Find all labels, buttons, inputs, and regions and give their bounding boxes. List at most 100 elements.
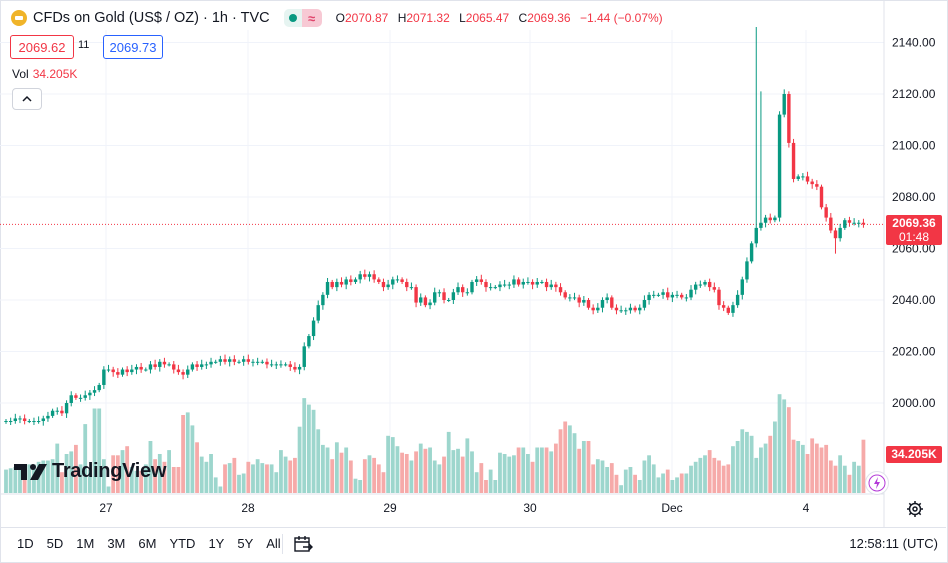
- range-button-ytd[interactable]: YTD: [169, 536, 196, 551]
- candle-body: [414, 287, 418, 303]
- candle-body: [116, 372, 120, 375]
- tradingview-logo-icon: [14, 463, 47, 480]
- change-value: −1.44 (−0.07%): [579, 11, 663, 25]
- candle-body: [773, 217, 777, 221]
- price-tick-label: 2100.00: [892, 139, 936, 153]
- volume-bar: [311, 409, 316, 493]
- volume-bar: [665, 469, 670, 493]
- candle-body: [120, 369, 125, 375]
- volume-bar: [796, 441, 801, 493]
- ohlc-values: O2070.87 H2071.32 L2065.47 C2069.36 −1.4…: [336, 11, 663, 25]
- volume-bar: [549, 451, 554, 493]
- volume-bar: [484, 480, 488, 493]
- volume-bar: [600, 460, 605, 493]
- candle-body: [488, 287, 493, 289]
- volume-bar: [805, 454, 810, 493]
- candle-body: [572, 297, 577, 299]
- range-buttons: 1D 5D 1M 3M 6M YTD 1Y 5Y All: [17, 536, 294, 551]
- gold-coin-icon: [11, 10, 27, 26]
- candle-body: [749, 243, 754, 262]
- candle-body: [526, 281, 530, 283]
- utc-clock[interactable]: 12:58:11 (UTC): [849, 536, 938, 551]
- volume-bar: [8, 468, 13, 493]
- volume-bar: [404, 454, 409, 493]
- volume-bar: [721, 465, 726, 493]
- volume-bar: [535, 447, 540, 493]
- range-button-6m[interactable]: 6M: [138, 536, 157, 551]
- volume-bar: [64, 454, 69, 493]
- tradingview-logo[interactable]: TradingView: [14, 460, 166, 483]
- candle-body: [102, 369, 106, 385]
- candle-body: [8, 421, 13, 423]
- volume-bar: [581, 441, 586, 493]
- range-button-3m[interactable]: 3M: [107, 536, 126, 551]
- bar-countdown: 01:48: [898, 230, 930, 244]
- volume-bar: [386, 435, 391, 493]
- volume-bar: [810, 438, 815, 493]
- volume-bar: [595, 459, 600, 493]
- volume-bar: [670, 480, 675, 493]
- volume-bar: [656, 477, 661, 493]
- candle-body: [106, 369, 111, 371]
- volume-bar: [763, 443, 768, 493]
- candle-body: [283, 364, 288, 366]
- candle-body: [372, 274, 376, 280]
- candle-body: [274, 364, 278, 366]
- logo-text: TradingView: [52, 460, 167, 482]
- candle-body: [302, 346, 306, 367]
- range-button-5d[interactable]: 5D: [46, 536, 64, 551]
- candle-body: [316, 305, 320, 321]
- candle-body: [698, 284, 703, 286]
- candle-body: [689, 289, 693, 298]
- bid-price-button[interactable]: 2069.62: [10, 35, 74, 59]
- volume-bar: [567, 425, 572, 493]
- range-button-1m[interactable]: 1M: [76, 536, 95, 551]
- volume-value: 34.205K: [32, 67, 78, 81]
- volume-bar: [465, 438, 470, 493]
- candle-body: [433, 292, 437, 303]
- range-button-all[interactable]: All: [266, 536, 281, 551]
- volume-bar: [101, 459, 106, 493]
- volume-bar: [558, 429, 563, 493]
- volume-bar: [348, 460, 353, 493]
- volume-bar: [129, 467, 134, 493]
- volume-bar: [553, 443, 558, 493]
- volume-bar: [623, 469, 628, 493]
- range-button-1d[interactable]: 1D: [17, 536, 34, 551]
- volume-bar: [50, 459, 55, 493]
- volume-bar: [861, 439, 866, 493]
- volume-bar: [204, 461, 209, 493]
- volume-bar: [334, 442, 339, 493]
- price-axis[interactable]: 2140.00 2120.00 2100.00 2080.00 2060.00 2040.…: [892, 36, 936, 411]
- calendar-arrow-icon[interactable]: [292, 533, 314, 555]
- volume-bar: [162, 461, 167, 493]
- volume-bar: [251, 464, 255, 493]
- flash-button[interactable]: [865, 471, 889, 495]
- collapse-legend-button[interactable]: [12, 88, 42, 110]
- candle-body: [512, 279, 516, 285]
- gear-icon[interactable]: [906, 500, 924, 518]
- candle-body: [144, 369, 148, 371]
- ask-price-button[interactable]: 2069.73: [103, 35, 163, 59]
- candle-body: [549, 284, 553, 288]
- range-button-5y[interactable]: 5Y: [237, 536, 254, 551]
- volume-bar: [577, 448, 582, 493]
- volume-bar: [381, 472, 386, 493]
- range-button-1y[interactable]: 1Y: [208, 536, 225, 551]
- candle-body: [717, 289, 721, 306]
- candle-body: [269, 364, 274, 366]
- volume-bar: [353, 478, 358, 493]
- time-axis[interactable]: 27 28 29 30 Dec 4: [0, 0, 885, 527]
- candle-body: [22, 418, 27, 422]
- symbol-title[interactable]: CFDs on Gold (US$ / OZ) · 1h · TVC: [33, 10, 270, 26]
- volume-bar: [69, 451, 74, 493]
- candle-body: [479, 279, 484, 282]
- volume-bar: [540, 447, 544, 493]
- market-status-pill[interactable]: ≈: [283, 9, 322, 27]
- price-tick-label: 2080.00: [892, 190, 936, 204]
- candle-body: [586, 300, 591, 308]
- volume-bar: [367, 455, 372, 493]
- volume-bar: [260, 463, 265, 493]
- candle-body: [647, 294, 651, 300]
